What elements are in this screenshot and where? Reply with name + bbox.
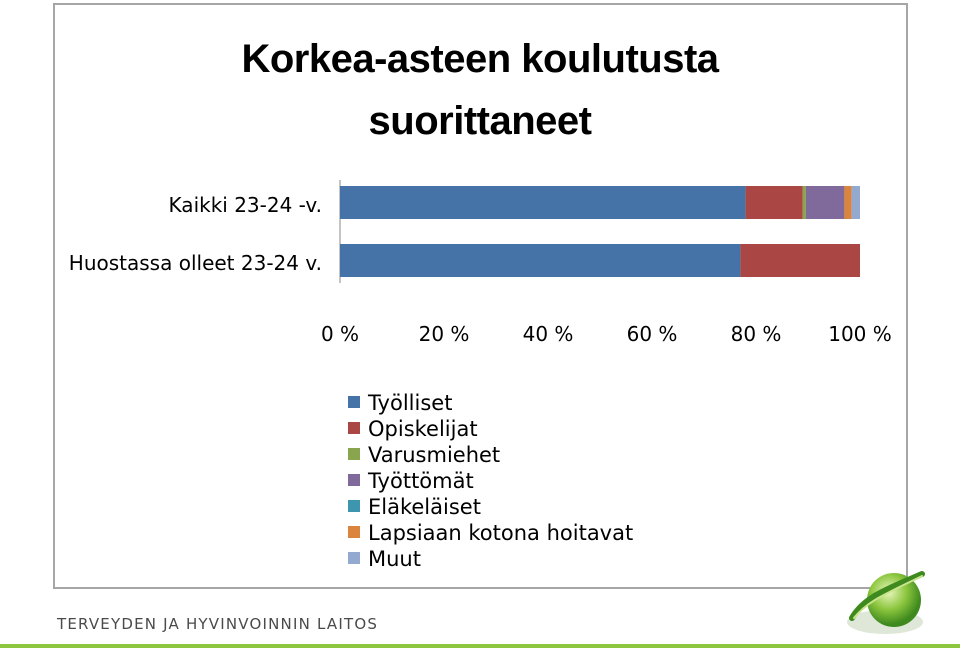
legend-label-2: Varusmiehet <box>368 443 500 467</box>
x-tick-label-0: 0 % <box>321 322 359 346</box>
chart-title-line-2: suorittaneet <box>368 99 592 143</box>
legend-label-5: Lapsiaan kotona hoitavat <box>368 521 633 545</box>
x-tick-label-3: 60 % <box>627 322 678 346</box>
bar-segment-0-1 <box>745 186 803 219</box>
footer-divider <box>0 644 960 648</box>
chart-title-line-1: Korkea-asteen koulutusta <box>241 37 719 81</box>
bar-segment-0-0 <box>340 186 746 219</box>
legend-label-0: Työlliset <box>367 391 452 415</box>
legend-swatch-0 <box>348 396 360 408</box>
chart-title: Korkea-asteen koulutusta suorittaneet <box>200 28 760 152</box>
x-tick-label-1: 20 % <box>419 322 470 346</box>
organization-name: TERVEYDEN JA HYVINVOINNIN LAITOS <box>57 615 379 633</box>
bar-segment-1-0 <box>340 244 741 277</box>
chart-frame <box>53 3 908 589</box>
legend-swatch-4 <box>348 500 360 512</box>
category-label-1: Huostassa olleet 23-24 v. <box>69 251 322 275</box>
legend-label-6: Muut <box>368 547 421 571</box>
legend-swatch-1 <box>348 422 360 434</box>
bar-segment-0-6 <box>851 186 860 219</box>
x-tick-label-5: 100 % <box>828 322 892 346</box>
thl-logo-icon <box>847 571 925 634</box>
x-tick-label-2: 40 % <box>523 322 574 346</box>
bar-segment-1-1 <box>740 244 860 277</box>
legend-label-3: Työttömät <box>367 469 474 493</box>
legend-label-4: Eläkeläiset <box>368 495 481 519</box>
bar-segment-0-5 <box>844 186 852 219</box>
legend-swatch-6 <box>348 552 360 564</box>
x-tick-label-4: 80 % <box>731 322 782 346</box>
bar-segment-0-2 <box>802 186 806 219</box>
legend-label-1: Opiskelijat <box>368 417 478 441</box>
legend-swatch-2 <box>348 448 360 460</box>
category-label-0: Kaikki 23-24 -v. <box>169 193 322 217</box>
legend-swatch-3 <box>348 474 360 486</box>
legend-swatch-5 <box>348 526 360 538</box>
bar-segment-0-3 <box>805 186 845 219</box>
